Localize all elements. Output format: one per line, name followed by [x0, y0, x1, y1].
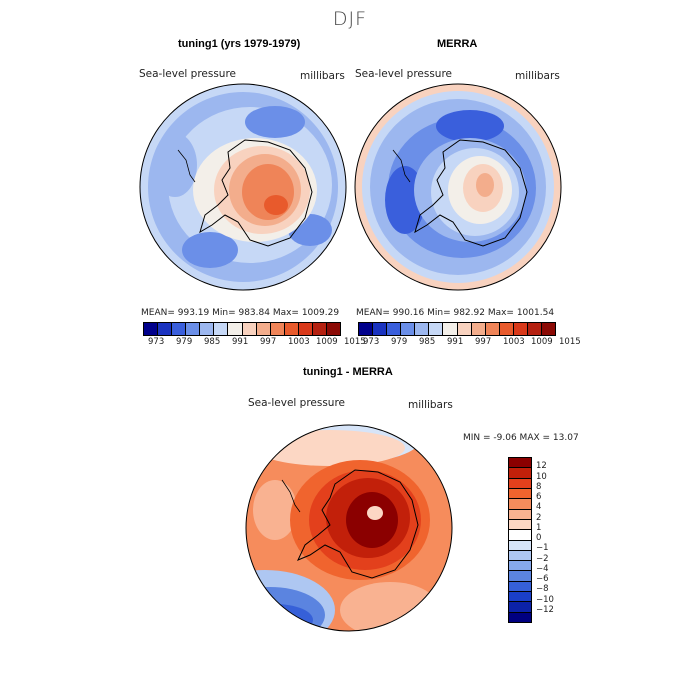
colorbar-swatch — [359, 323, 374, 335]
colorbar-swatch — [415, 323, 430, 335]
season-title: DJF — [332, 8, 368, 30]
colorbar-tick-label: 991 — [447, 337, 464, 347]
diff-colorbar — [508, 457, 532, 623]
colorbar-swatch — [256, 323, 271, 335]
colorbar-swatch — [443, 323, 458, 335]
colorbar-tick-label: 1003 — [288, 337, 310, 347]
diff-panel-title: tuning1 - MERRA — [303, 366, 393, 378]
colorbar-swatch — [509, 612, 531, 622]
diff-slp-map — [246, 425, 452, 631]
colorbar-tick-label: 991 — [232, 337, 249, 347]
colorbar-swatch — [509, 571, 531, 582]
colorbar-swatch — [373, 323, 388, 335]
colorbar-swatch — [270, 323, 285, 335]
colorbar-swatch — [499, 323, 514, 335]
colorbar-tick-label: 979 — [176, 337, 193, 347]
colorbar-swatch — [509, 561, 531, 572]
colorbar-swatch — [542, 323, 556, 335]
colorbar-swatch — [186, 323, 201, 335]
colorbar-swatch — [284, 323, 299, 335]
diff-units-label: millibars — [408, 399, 453, 411]
colorbar-swatch — [509, 468, 531, 479]
diff-variable-label: Sea-level pressure — [248, 397, 346, 409]
colorbar-tick-label: 2 — [536, 512, 542, 523]
colorbar-tick-label: 973 — [363, 337, 380, 347]
model-variable-label: Sea-level pressure — [139, 68, 237, 80]
colorbar-swatch — [509, 530, 531, 541]
colorbar-tick-label: 1 — [536, 522, 542, 533]
colorbar-swatch — [214, 323, 229, 335]
colorbar-tick-label: 6 — [536, 492, 542, 502]
colorbar-tick-label: 1015 — [344, 337, 366, 347]
colorbar-swatch — [509, 499, 531, 510]
colorbar-swatch — [327, 323, 341, 335]
model-slp-map — [140, 84, 346, 290]
obs-colorbar — [358, 322, 556, 336]
colorbar-tick-label: 12 — [536, 461, 547, 472]
colorbar-tick-label: 1003 — [503, 337, 525, 347]
colorbar-swatch — [509, 550, 531, 562]
colorbar-tick-label: −6 — [536, 574, 549, 584]
colorbar-swatch — [527, 323, 543, 335]
colorbar-swatch — [298, 323, 313, 335]
colorbar-tick-label: 1009 — [316, 337, 338, 347]
colorbar-tick-label: −2 — [536, 553, 549, 564]
model-stats: MEAN= 993.19 Min= 983.84 Max= 1009.29 — [141, 308, 340, 318]
colorbar-swatch — [509, 602, 531, 613]
obs-variable-label: Sea-level pressure — [355, 68, 453, 80]
colorbar-swatch — [509, 581, 531, 593]
colorbar-swatch — [242, 323, 257, 335]
model-units-label: millibars — [300, 70, 345, 82]
obs-stats: MEAN= 990.16 Min= 982.92 Max= 1001.54 — [356, 308, 555, 318]
colorbar-swatch — [144, 323, 159, 335]
colorbar-tick-label: 8 — [536, 481, 542, 492]
model-panel-title: tuning1 (yrs 1979-1979) — [178, 38, 301, 50]
colorbar-swatch — [509, 488, 531, 500]
colorbar-tick-label: 1009 — [531, 337, 553, 347]
obs-slp-map — [355, 84, 561, 290]
colorbar-swatch — [200, 323, 215, 335]
colorbar-swatch — [509, 592, 531, 603]
colorbar-tick-label: −1 — [536, 543, 549, 554]
colorbar-swatch — [509, 478, 531, 489]
model-colorbar — [143, 322, 341, 336]
colorbar-swatch — [509, 509, 531, 520]
colorbar-swatch — [509, 458, 531, 469]
colorbar-tick-label: 997 — [475, 337, 492, 347]
colorbar-swatch — [158, 323, 173, 335]
colorbar-swatch — [485, 323, 500, 335]
colorbar-tick-label: −12 — [536, 604, 554, 615]
colorbar-tick-label: 4 — [536, 502, 542, 513]
diff-stats: MIN = -9.06 MAX = 13.07 — [463, 433, 579, 443]
colorbar-swatch — [509, 519, 531, 531]
colorbar-tick-label: 973 — [148, 337, 165, 347]
colorbar-swatch — [429, 323, 444, 335]
colorbar-tick-label: 979 — [391, 337, 408, 347]
colorbar-tick-label: 985 — [204, 337, 221, 347]
colorbar-swatch — [513, 323, 528, 335]
colorbar-tick-label: 0 — [536, 533, 542, 543]
colorbar-swatch — [172, 323, 187, 335]
colorbar-swatch — [228, 323, 243, 335]
colorbar-swatch — [471, 323, 486, 335]
colorbar-tick-label: 997 — [260, 337, 277, 347]
colorbar-tick-label: −8 — [536, 584, 549, 595]
obs-units-label: millibars — [515, 70, 560, 82]
colorbar-swatch — [387, 323, 402, 335]
colorbar-tick-label: −4 — [536, 563, 549, 574]
colorbar-swatch — [312, 323, 328, 335]
colorbar-swatch — [401, 323, 416, 335]
colorbar-tick-label: 10 — [536, 471, 547, 482]
colorbar-swatch — [509, 540, 531, 551]
colorbar-tick-label: −10 — [536, 594, 554, 605]
colorbar-tick-label: 985 — [419, 337, 436, 347]
colorbar-swatch — [457, 323, 472, 335]
colorbar-tick-label: 1015 — [559, 337, 581, 347]
obs-panel-title: MERRA — [437, 38, 478, 50]
